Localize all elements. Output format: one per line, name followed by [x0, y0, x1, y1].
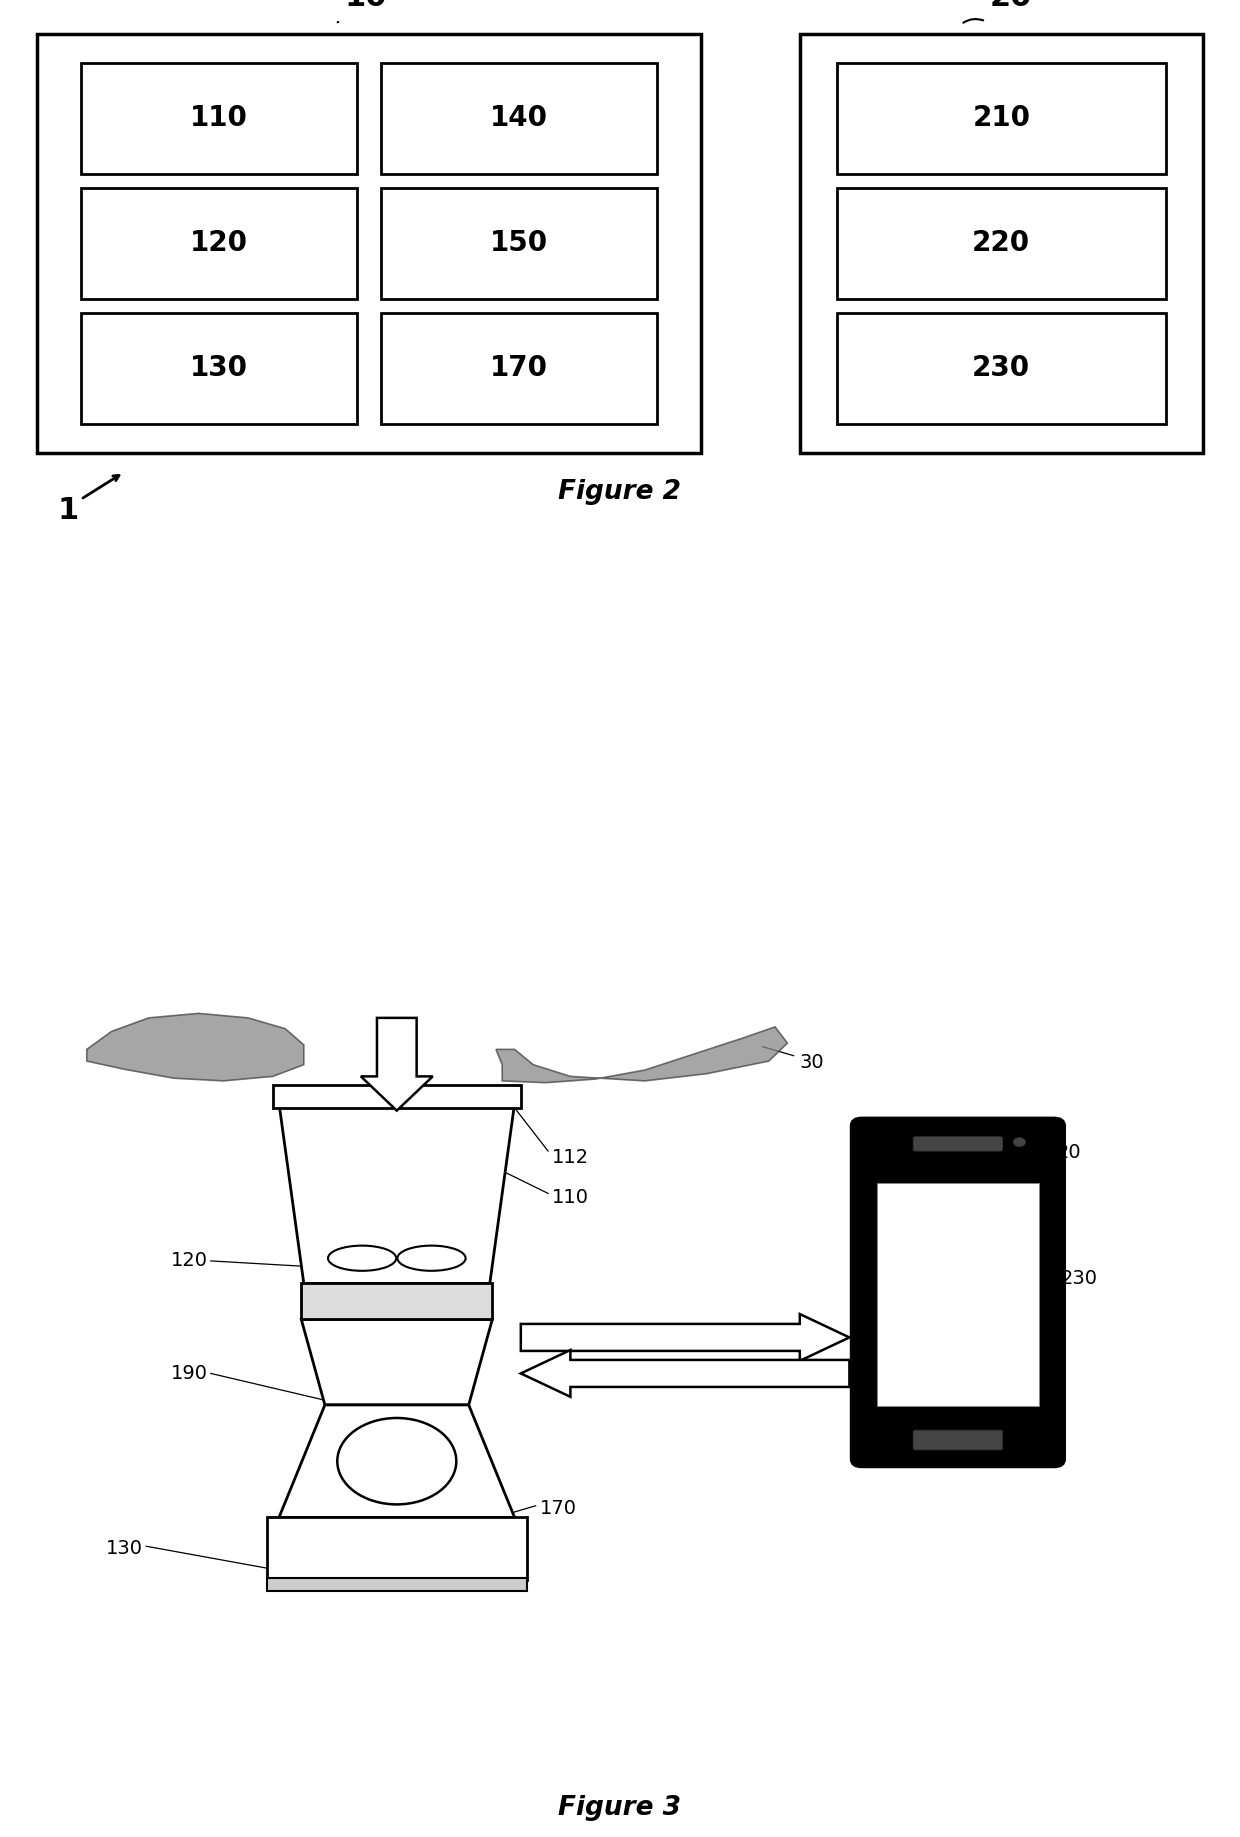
Text: 120: 120	[190, 230, 248, 257]
Bar	[81, 187, 357, 299]
FancyArrow shape	[521, 1350, 849, 1396]
Text: 150: 150	[490, 230, 548, 257]
Bar	[267, 1578, 527, 1591]
Polygon shape	[279, 1104, 515, 1284]
Polygon shape	[496, 1027, 787, 1082]
Text: 130: 130	[190, 355, 248, 382]
Bar	[800, 35, 1203, 452]
FancyArrow shape	[521, 1313, 849, 1361]
Circle shape	[1013, 1137, 1025, 1146]
FancyBboxPatch shape	[913, 1431, 1003, 1449]
Bar	[837, 312, 1166, 424]
FancyBboxPatch shape	[852, 1119, 1064, 1466]
Circle shape	[337, 1418, 456, 1505]
Text: 140: 140	[490, 105, 548, 132]
Text: 110: 110	[190, 105, 248, 132]
Text: 110: 110	[552, 1189, 589, 1207]
Bar	[267, 1517, 527, 1580]
Text: 170: 170	[539, 1499, 577, 1517]
Text: 30: 30	[800, 1053, 825, 1073]
Bar	[837, 187, 1166, 299]
Text: 170: 170	[490, 355, 548, 382]
Text: 220: 220	[972, 230, 1030, 257]
Polygon shape	[301, 1319, 492, 1405]
Text: 190: 190	[171, 1363, 208, 1383]
Ellipse shape	[397, 1245, 466, 1271]
Ellipse shape	[327, 1245, 397, 1271]
Text: 210: 210	[972, 105, 1030, 132]
Polygon shape	[279, 1405, 515, 1517]
Text: 1: 1	[57, 496, 79, 525]
Bar	[301, 1284, 492, 1319]
Polygon shape	[87, 1014, 304, 1080]
Bar	[382, 62, 657, 175]
Text: 20: 20	[990, 0, 1032, 11]
Text: 10: 10	[345, 0, 387, 11]
Bar	[382, 312, 657, 424]
Text: 130: 130	[105, 1539, 143, 1558]
Bar	[382, 187, 657, 299]
Bar	[81, 62, 357, 175]
Bar	[81, 312, 357, 424]
Text: Figure 2: Figure 2	[558, 479, 682, 505]
Text: Figure 3: Figure 3	[558, 1795, 682, 1820]
Bar	[837, 62, 1166, 175]
Text: 230: 230	[972, 355, 1030, 382]
Bar	[273, 1086, 521, 1108]
FancyArrow shape	[361, 1018, 433, 1111]
Text: 230: 230	[1060, 1269, 1097, 1288]
Bar	[37, 35, 701, 452]
FancyBboxPatch shape	[913, 1137, 1003, 1152]
Text: 20: 20	[1056, 1143, 1081, 1163]
Text: 120: 120	[171, 1251, 208, 1271]
Text: 112: 112	[552, 1148, 589, 1166]
Bar	[877, 1183, 1039, 1405]
